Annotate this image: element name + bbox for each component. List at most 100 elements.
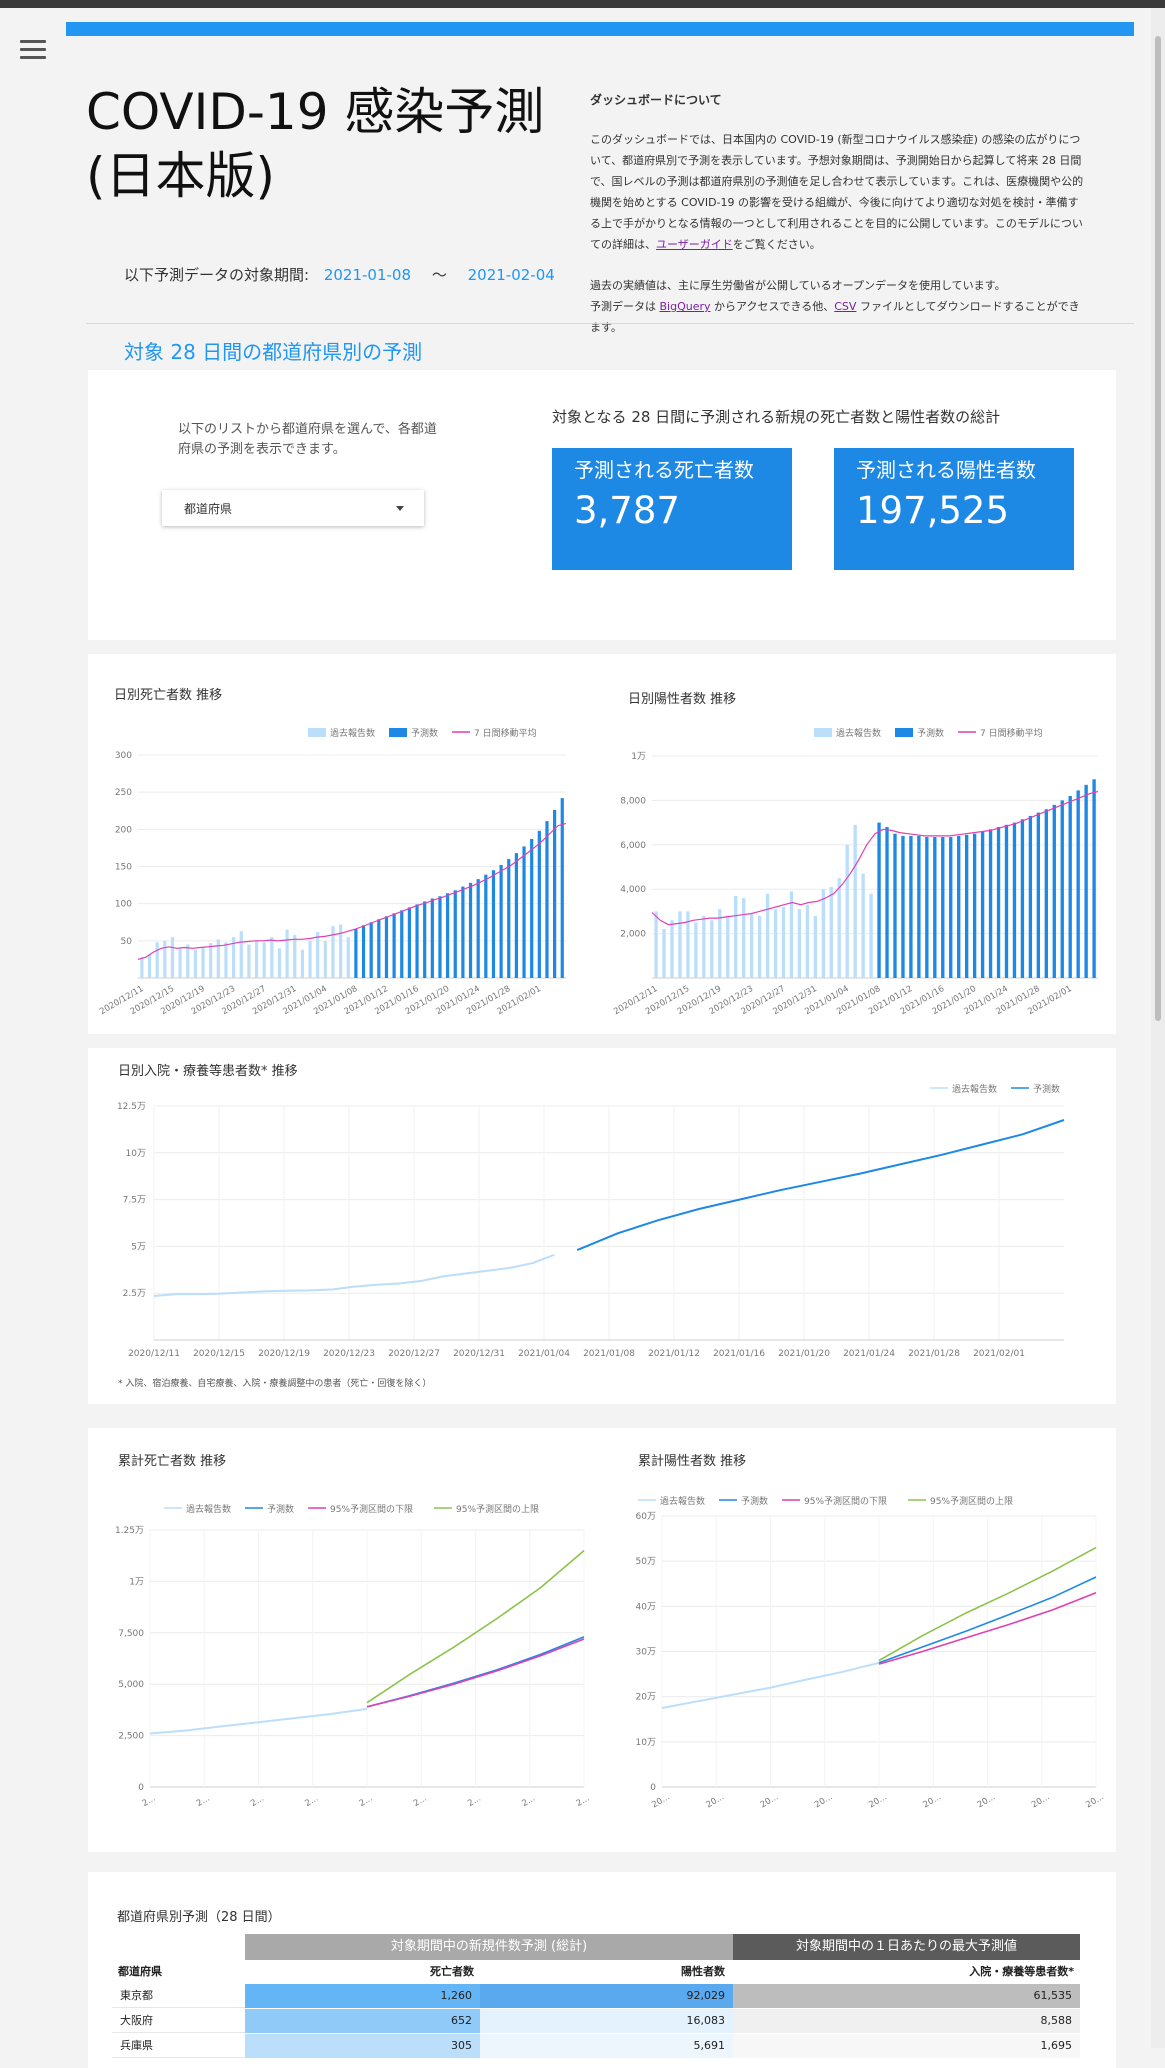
forecast-bar xyxy=(369,922,373,978)
past-bar xyxy=(662,929,666,978)
past-bar xyxy=(853,824,857,978)
hospital-chart-card: 日別入院・療養等患者数* 推移 2.5万 5万 7.5万 10万 12.5万 2020/1… xyxy=(88,1048,1116,1404)
daily-deaths-title: 日別死亡者数 推移 xyxy=(114,688,223,703)
prefecture-dropdown[interactable]: 都道府県 xyxy=(162,490,424,526)
legend-1-swatch-0 xyxy=(814,728,832,737)
cell-prefecture: 東京都 xyxy=(120,1989,153,2002)
column-header-cases: 陽性者数 xyxy=(681,1965,725,1978)
legend-2-label-0: 過去報告数 xyxy=(952,1083,997,1095)
menu-icon[interactable] xyxy=(20,40,46,62)
forecast-bar xyxy=(933,837,937,978)
forecast-bar xyxy=(430,898,434,978)
past-bar xyxy=(163,940,167,978)
x-tick-label: 20... xyxy=(867,1792,888,1810)
legend-0-swatch-0 xyxy=(308,728,326,737)
y-tick-label: 100 xyxy=(115,900,132,910)
cell-prefecture: 兵庫県 xyxy=(120,2039,153,2052)
forecast-line xyxy=(878,1576,1097,1664)
cell-hospital: 61,535 xyxy=(733,1984,1080,2008)
past-bar xyxy=(140,957,144,978)
past-bar xyxy=(270,937,274,978)
forecast-bar xyxy=(949,837,953,978)
legend-3-label-3: 95%予測区間の上限 xyxy=(456,1503,539,1515)
forecast-bar xyxy=(499,865,503,978)
forecast-bar xyxy=(996,827,1001,978)
past-bar xyxy=(277,948,282,978)
legend-3-label-1: 予測数 xyxy=(267,1503,294,1515)
forecast-bar xyxy=(468,882,473,978)
legend-2-label-1: 予測数 xyxy=(1033,1083,1060,1095)
csv-link[interactable]: CSV xyxy=(834,300,857,313)
daily-deaths-chart: 501001502002503002020/12/112020/12/15202… xyxy=(98,727,567,1017)
cumulative-cases-chart: 0 10万 20万 30万 40万 50万 60万 20... 20... 20... 20... 2… xyxy=(636,1495,1106,1810)
x-tick-label: 20... xyxy=(813,1792,834,1810)
table-row[interactable]: 東京都 1,260 92,029 61,535 xyxy=(112,1984,1080,2008)
forecast-bar xyxy=(1044,809,1048,978)
header-divider xyxy=(86,323,1134,324)
hospital-chart: 2.5万 5万 7.5万 10万 12.5万 2020/12/11 2020/12/15 20… xyxy=(117,1083,1065,1359)
y-tick-label: 40万 xyxy=(636,1602,656,1612)
y-tick-label: 0 xyxy=(650,1783,656,1793)
past-bar xyxy=(323,940,327,978)
section-title: 対象 28 日間の都道府県別の予測 xyxy=(124,340,423,364)
x-tick-label: 20... xyxy=(1030,1792,1051,1810)
past-line xyxy=(153,1253,555,1297)
x-tick-label: 2020/12/23 xyxy=(323,1349,375,1359)
page-title: COVID-19 感染予測 (日本版) xyxy=(86,83,545,205)
table-row[interactable]: 兵庫県 305 5,691 1,695 xyxy=(112,2034,1080,2058)
past-bar xyxy=(262,942,266,978)
forecast-bar xyxy=(553,810,557,978)
forecast-bar xyxy=(909,835,913,978)
x-tick-label: 2021/01/12 xyxy=(648,1349,700,1359)
legend-1-swatch-1 xyxy=(895,728,913,737)
past-bar xyxy=(232,937,236,978)
upper-bound-line xyxy=(878,1546,1097,1662)
past-bar xyxy=(694,922,698,978)
scrollbar[interactable] xyxy=(1151,8,1165,2048)
x-tick-label: 2020/12/11 xyxy=(128,1349,180,1359)
past-bar xyxy=(797,909,802,978)
legend-0-label-1: 予測数 xyxy=(411,727,438,739)
x-tick-label: 2... xyxy=(303,1794,320,1809)
y-tick-label: 7,500 xyxy=(118,1629,144,1639)
forecast-bar xyxy=(484,874,488,978)
x-tick-label: 2020/12/27 xyxy=(388,1349,440,1359)
x-tick-label: 20... xyxy=(705,1792,726,1810)
legend-1-label-1: 予測数 xyxy=(917,727,944,739)
y-tick-label: 20万 xyxy=(636,1693,656,1703)
legend-0-swatch-1 xyxy=(389,728,407,737)
forecast-bar xyxy=(507,859,511,978)
forecast-bar xyxy=(877,822,881,978)
table-row[interactable]: 大阪府 652 16,083 8,588 xyxy=(112,2009,1080,2033)
y-tick-label: 0 xyxy=(138,1783,144,1793)
bigquery-link[interactable]: BigQuery xyxy=(659,300,711,313)
column-header-deaths: 死亡者数 xyxy=(430,1965,474,1978)
x-tick-label: 2021/01/20 xyxy=(778,1349,830,1359)
y-tick-label: 50 xyxy=(121,937,133,947)
past-bar xyxy=(193,949,198,978)
cell-hospital: 8,588 xyxy=(733,2009,1080,2033)
forecast-bar xyxy=(423,901,427,978)
dashboard-page: COVID-19 感染予測 (日本版) 以下予測データの対象期間: 2021-0… xyxy=(66,20,1134,2068)
cell-cases: 16,083 xyxy=(480,2009,733,2033)
forecast-bar xyxy=(491,870,496,978)
about-paragraph-2: 過去の実績値は、主に厚生労働省が公開しているオープンデータを使用しています。 予測… xyxy=(590,279,1080,334)
upper-bound-line xyxy=(366,1549,585,1704)
past-bar xyxy=(224,942,228,978)
past-bar xyxy=(201,946,205,978)
scrollbar-thumb[interactable] xyxy=(1155,36,1161,1021)
past-bar xyxy=(757,915,762,978)
user-guide-link[interactable]: ユーザーガイド xyxy=(656,238,733,251)
prefecture-dropdown-value: 都道府県 xyxy=(184,502,233,516)
x-tick-label: 2021/01/28 xyxy=(908,1349,960,1359)
forecast-bar xyxy=(1052,804,1056,978)
x-tick-label: 2020/12/19 xyxy=(258,1349,310,1359)
about-section: ダッシュボードについて このダッシュボードでは、日本国内の COVID-19 (… xyxy=(590,90,1084,338)
x-tick-label: 2... xyxy=(358,1794,375,1809)
past-bar xyxy=(821,889,825,978)
prefecture-table-card: 都道府県別予測（28 日間） 対象期間中の新規件数予測 (総計) 対象期間中の１日… xyxy=(88,1872,1116,2068)
cumulative-deaths-chart: 0 2,500 5,000 7,500 1万 1.25万 2... 2... 2... 2... 2… xyxy=(115,1503,591,1809)
cumulative-cases-title: 累計陽性者数 推移 xyxy=(638,1454,747,1469)
hospital-footnote: * 入院、宿泊療養、自宅療養、入院・療養調整中の患者（死亡・回復を除く） xyxy=(118,1379,432,1389)
column-header-hospital: 入院・療養等患者数* xyxy=(969,1965,1074,1978)
